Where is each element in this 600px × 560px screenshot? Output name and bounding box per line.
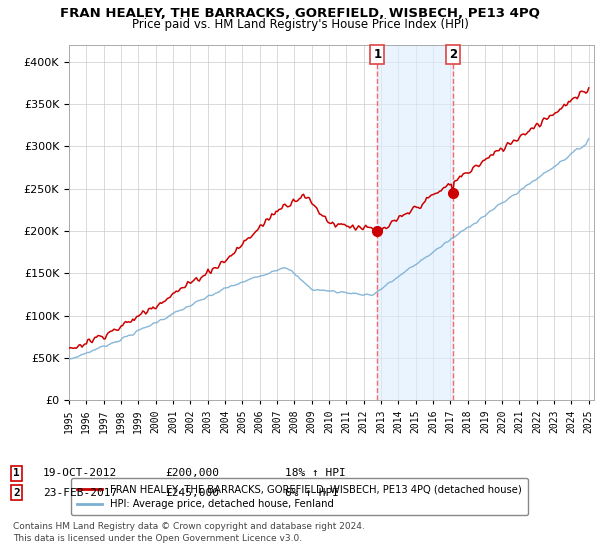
Text: 1: 1 [13,468,20,478]
Text: 2: 2 [13,488,20,498]
Text: Price paid vs. HM Land Registry's House Price Index (HPI): Price paid vs. HM Land Registry's House … [131,18,469,31]
Text: Contains HM Land Registry data © Crown copyright and database right 2024.: Contains HM Land Registry data © Crown c… [13,522,365,531]
Text: 19-OCT-2012: 19-OCT-2012 [43,468,118,478]
Text: 6% ↑ HPI: 6% ↑ HPI [285,488,339,498]
Text: 23-FEB-2017: 23-FEB-2017 [43,488,118,498]
Legend: FRAN HEALEY, THE BARRACKS, GOREFIELD, WISBECH, PE13 4PQ (detached house), HPI: A: FRAN HEALEY, THE BARRACKS, GOREFIELD, WI… [71,478,528,515]
Text: 1: 1 [373,48,382,62]
Text: 18% ↑ HPI: 18% ↑ HPI [285,468,346,478]
Bar [377,45,453,400]
Text: £245,000: £245,000 [165,488,219,498]
Text: 2: 2 [449,48,457,62]
Text: £200,000: £200,000 [165,468,219,478]
Text: This data is licensed under the Open Government Licence v3.0.: This data is licensed under the Open Gov… [13,534,302,543]
Text: FRAN HEALEY, THE BARRACKS, GOREFIELD, WISBECH, PE13 4PQ: FRAN HEALEY, THE BARRACKS, GOREFIELD, WI… [60,7,540,20]
